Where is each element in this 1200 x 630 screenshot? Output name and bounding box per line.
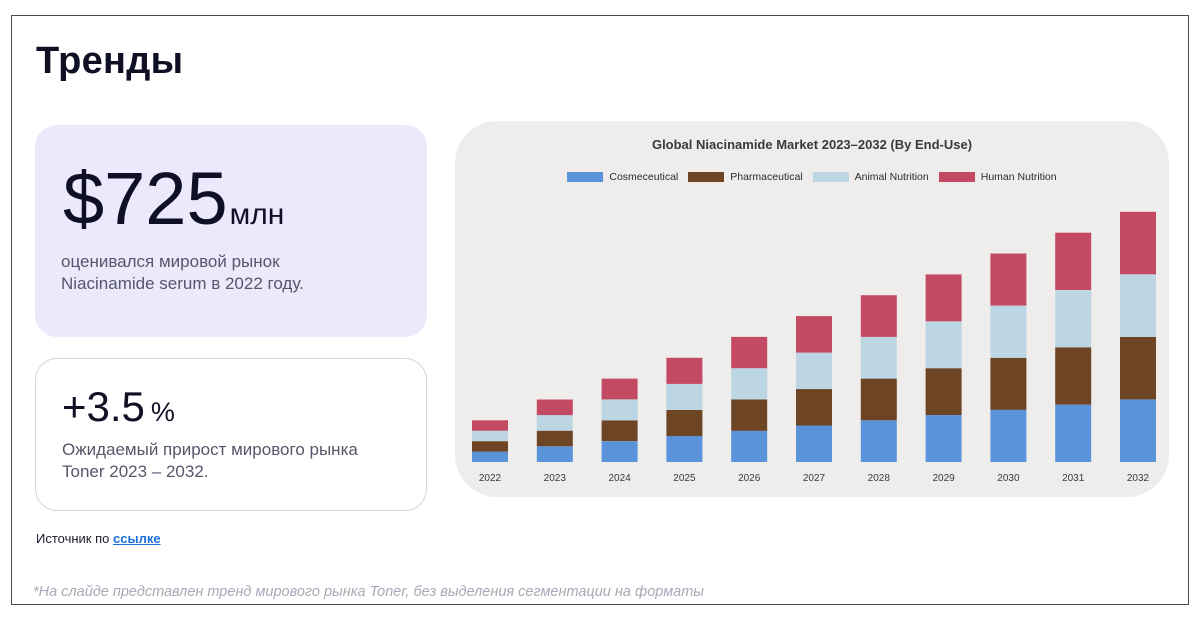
legend-swatch <box>812 172 849 182</box>
market-value-description: оценивался мировой рынок Niacinamide ser… <box>61 252 304 293</box>
bar-2032-human-nutrition <box>1120 211 1156 275</box>
bar-2022-cosmeceutical <box>472 451 508 462</box>
bar-2023-pharmaceutical <box>536 430 573 447</box>
legend-item-cosmeceutical: Cosmeceutical <box>567 171 678 183</box>
bar-2022-pharmaceutical <box>472 441 508 452</box>
market-value-unit: млн <box>229 198 285 231</box>
bar-2026-cosmeceutical <box>731 430 768 462</box>
chart-panel: Global Niacinamide Market 2023–2032 (By … <box>455 121 1169 497</box>
bar-2031-pharmaceutical <box>1055 347 1092 405</box>
bar-2024-pharmaceutical <box>601 420 638 442</box>
x-tick-label: 2026 <box>738 473 761 484</box>
bar-2022-human-nutrition <box>472 420 508 431</box>
x-tick-label: 2022 <box>479 473 502 484</box>
stacked-bar-chart: 2022 2023 2024 2025 2026 2027 2028 2029 2030 2031… <box>472 211 1156 484</box>
x-tick-label: 2028 <box>868 473 891 484</box>
bar-2032-cosmeceutical <box>1120 399 1156 462</box>
slide-title: Тренды <box>36 40 184 82</box>
bar-2030-pharmaceutical <box>990 357 1027 410</box>
bar-2029-pharmaceutical <box>925 368 962 416</box>
legend-label: Cosmeceutical <box>609 171 679 183</box>
x-tick-label: 2027 <box>803 473 826 484</box>
x-tick-label: 2032 <box>1127 473 1150 484</box>
bar-2027-pharmaceutical <box>796 389 832 426</box>
bar-2029-cosmeceutical <box>925 415 962 462</box>
bar-2032-animal-nutrition <box>1120 274 1156 337</box>
x-tick-label: 2025 <box>673 473 696 484</box>
bar-2030-animal-nutrition <box>990 305 1027 358</box>
bar-2024-cosmeceutical <box>601 441 638 462</box>
bar-2031-human-nutrition <box>1055 232 1092 290</box>
source-link[interactable]: ссылке <box>113 531 161 546</box>
bar-2023-cosmeceutical <box>536 446 573 462</box>
bar-2023-animal-nutrition <box>536 415 573 431</box>
market-value-number: $725 <box>63 157 228 240</box>
source-line: Источник по ссылке <box>36 531 161 546</box>
bar-2022-animal-nutrition <box>472 430 508 442</box>
footnote: *На слайде представлен тренд мирового ры… <box>33 584 704 600</box>
bar-2029-human-nutrition <box>925 274 962 322</box>
growth-value: +3.5% <box>62 383 175 436</box>
bar-2024-animal-nutrition <box>601 399 638 421</box>
bar-2027-cosmeceutical <box>796 425 832 462</box>
bar-2024-human-nutrition <box>601 378 638 400</box>
bar-2029-animal-nutrition <box>925 321 962 369</box>
bar-2026-human-nutrition <box>731 336 768 369</box>
bar-2025-cosmeceutical <box>666 435 703 462</box>
bar-2025-animal-nutrition <box>666 383 703 410</box>
x-tick-label: 2029 <box>932 473 955 484</box>
legend-label: Animal Nutrition <box>854 171 929 183</box>
legend-label: Human Nutrition <box>980 171 1057 183</box>
legend-item-human-nutrition: Human Nutrition <box>938 171 1057 183</box>
bar-2026-pharmaceutical <box>731 399 768 431</box>
bar-2028-human-nutrition <box>860 295 897 337</box>
growth-value-unit: % <box>150 397 175 427</box>
growth-value-number: +3.5 <box>62 383 145 430</box>
growth-card: +3.5% Ожидаемый прирост мирового рынка T… <box>35 358 427 511</box>
x-tick-label: 2031 <box>1062 473 1085 484</box>
bar-2028-animal-nutrition <box>860 336 897 379</box>
bar-2027-animal-nutrition <box>796 352 832 390</box>
legend-swatch <box>938 172 975 182</box>
legend-swatch <box>688 172 725 182</box>
bar-2023-human-nutrition <box>536 399 573 416</box>
market-value: $725млн <box>63 159 284 255</box>
x-tick-label: 2024 <box>608 473 631 484</box>
bar-2028-cosmeceutical <box>860 420 897 462</box>
x-tick-label: 2030 <box>997 473 1020 484</box>
bar-2028-pharmaceutical <box>860 378 897 421</box>
bar-2025-human-nutrition <box>666 357 703 384</box>
source-prefix: Источник по <box>36 531 110 546</box>
chart-title: Global Niacinamide Market 2023–2032 (By … <box>651 137 973 152</box>
x-tick-label: 2023 <box>544 473 567 484</box>
chart-legend: Cosmeceutical Pharmaceutical Animal Nutrit… <box>455 171 1169 183</box>
growth-description: Ожидаемый прирост мирового рынка Toner 2… <box>62 440 358 481</box>
bar-2031-cosmeceutical <box>1055 404 1092 462</box>
bar-2032-pharmaceutical <box>1120 336 1156 400</box>
bar-2025-pharmaceutical <box>666 409 703 436</box>
bar-2031-animal-nutrition <box>1055 290 1092 348</box>
legend-label: Pharmaceutical <box>730 171 803 183</box>
market-value-card: $725млн оценивался мировой рынок Niacina… <box>35 125 427 337</box>
bar-2026-animal-nutrition <box>731 368 768 400</box>
bar-2030-human-nutrition <box>990 253 1027 306</box>
legend-item-pharmaceutical: Pharmaceutical <box>688 171 803 183</box>
legend-swatch <box>567 172 604 182</box>
bar-2027-human-nutrition <box>796 316 832 353</box>
bar-2030-cosmeceutical <box>990 409 1027 462</box>
legend-item-animal-nutrition: Animal Nutrition <box>812 171 929 183</box>
